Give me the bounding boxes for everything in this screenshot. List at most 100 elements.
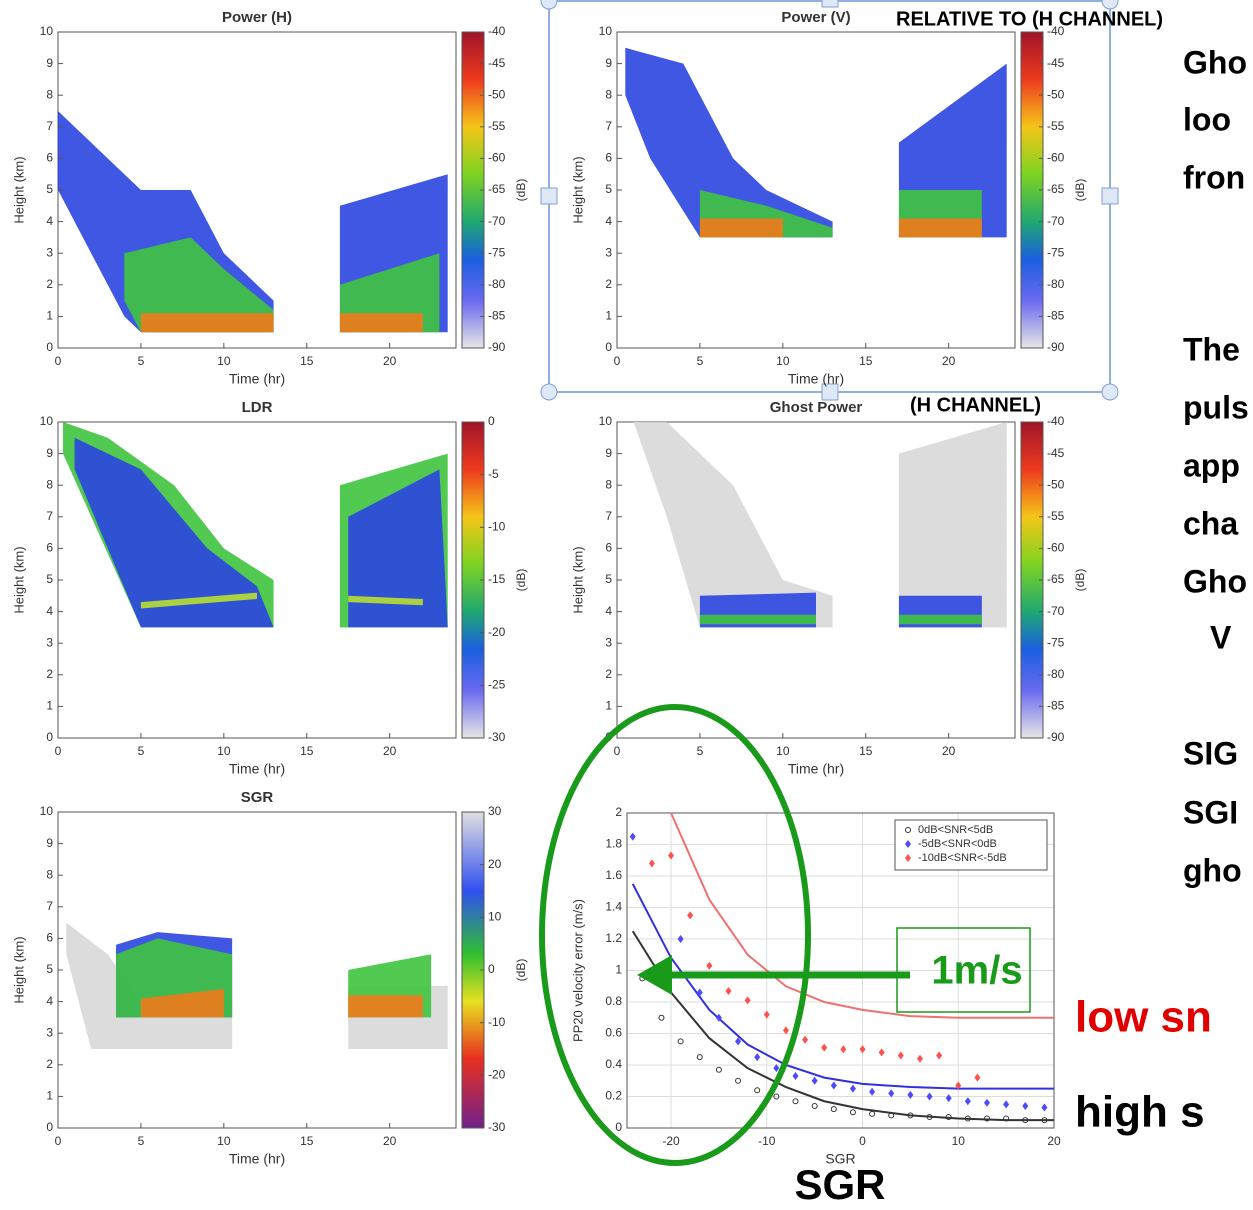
y-tick-label: 1.4	[605, 900, 622, 914]
point	[792, 1098, 799, 1105]
side-line: SIG	[1183, 735, 1238, 771]
y-tick-label: 7	[46, 509, 53, 523]
colorbar-tick-label: -55	[488, 119, 506, 133]
x-axis-label: Time (hr)	[788, 371, 844, 387]
y-tick-label: 8	[605, 477, 612, 491]
field	[633, 422, 833, 628]
y-tick-label: 10	[599, 24, 613, 38]
colorbar-tick-label: -65	[1047, 182, 1065, 196]
point	[936, 1051, 943, 1060]
field	[898, 614, 982, 625]
field	[339, 253, 440, 333]
colorbar-tick-label: -25	[488, 678, 506, 692]
point	[955, 1081, 962, 1090]
y-tick-label: 1	[605, 699, 612, 713]
colorbar-tick-label: -65	[1047, 572, 1065, 586]
colorbar-tick-label: -50	[488, 87, 506, 101]
colorbar-label: (dB)	[1073, 569, 1087, 592]
y-tick-label: 1.6	[605, 868, 622, 882]
point	[735, 1037, 742, 1046]
highlight-ellipse	[539, 704, 811, 1166]
point	[744, 996, 751, 1005]
point	[830, 1106, 837, 1113]
colorbar-tick-label: -85	[488, 309, 506, 323]
x-tick-label: -10	[758, 1134, 776, 1148]
point	[763, 1010, 770, 1019]
x-tick-label: 5	[697, 354, 704, 368]
colorbar-label: (dB)	[514, 569, 528, 592]
field	[898, 218, 982, 238]
colorbar-tick-label: -90	[1047, 340, 1065, 354]
point	[696, 1054, 703, 1061]
y-tick-label: 8	[46, 867, 53, 881]
point	[754, 1087, 761, 1094]
selection-frame[interactable]	[540, 0, 1119, 401]
x-tick-label: 10	[217, 744, 231, 758]
chart-title: SGR	[241, 789, 274, 806]
side-line: The	[1183, 331, 1240, 367]
side-text: Gho loo fron The puls app cha Gho V SIG SGI gho	[1183, 44, 1249, 888]
point	[782, 1026, 789, 1035]
point	[735, 1077, 742, 1084]
note: low sn	[1075, 993, 1212, 1042]
point	[869, 1087, 876, 1096]
x-tick-label: 15	[859, 744, 873, 758]
x-tick-label: 20	[383, 1134, 397, 1148]
y-tick-label: 9	[46, 446, 53, 460]
point	[1003, 1115, 1010, 1122]
colorbar-tick-label: -50	[1047, 477, 1065, 491]
plot-border	[626, 812, 1055, 1129]
x-tick-label: 10	[217, 354, 231, 368]
y-tick-label: 8	[46, 87, 53, 101]
point	[677, 1038, 684, 1045]
colorbar-tick-label: 20	[488, 857, 502, 871]
y-tick-label: 5	[46, 182, 53, 196]
x-tick-label: 5	[138, 1134, 145, 1148]
point	[696, 988, 703, 997]
fit-line	[670, 812, 1054, 1019]
x-tick-label: 20	[383, 354, 397, 368]
field	[124, 237, 274, 333]
field	[699, 218, 783, 238]
y-tick-label: 4	[46, 994, 53, 1008]
colorbar-tick-label: -80	[1047, 667, 1065, 681]
point	[811, 1102, 818, 1109]
colorbar-tick-label: -45	[488, 56, 506, 70]
colorbar-tick-label: -70	[488, 214, 506, 228]
x-tick-label: 15	[300, 1134, 314, 1148]
y-tick-label: 10	[599, 414, 613, 428]
x-tick-label: 10	[952, 1134, 966, 1148]
point	[648, 859, 655, 868]
point	[897, 1051, 904, 1060]
y-tick-label: 3	[46, 1025, 53, 1039]
colorbar-tick-label: -70	[1047, 214, 1065, 228]
colorbar-tick-label: -60	[488, 151, 506, 165]
legend-label: 0dB<SNR<5dB	[918, 824, 993, 836]
colorbar-tick-label: -40	[488, 24, 506, 38]
y-tick-label: 6	[46, 931, 53, 945]
note: high s	[1075, 1088, 1205, 1137]
field	[348, 595, 423, 606]
y-tick-label: 3	[605, 635, 612, 649]
colorbar-tick-label: -40	[1047, 24, 1065, 38]
point	[668, 851, 675, 860]
y-tick-label: 2	[46, 1057, 53, 1071]
y-tick-label: 9	[46, 56, 53, 70]
colorbar-tick-label: -85	[1047, 699, 1065, 713]
y-tick-label: 5	[46, 962, 53, 976]
chart-title: Ghost Power	[770, 399, 863, 416]
y-tick-label: 6	[605, 541, 612, 555]
colorbar-tick-label: -55	[1047, 509, 1065, 523]
colorbar-tick-label: -45	[1047, 446, 1065, 460]
point	[773, 1064, 780, 1073]
colorbar-label: (dB)	[1073, 179, 1087, 202]
y-tick-label: 0	[615, 1120, 622, 1134]
note: RELATIVE TO (H CHANNEL)	[896, 8, 1163, 30]
y-axis-label: Height (km)	[11, 546, 26, 613]
colorbar-tick-label: -80	[488, 277, 506, 291]
colorbar-tick-label: -60	[1047, 151, 1065, 165]
point	[983, 1098, 990, 1107]
y-tick-label: 3	[46, 635, 53, 649]
